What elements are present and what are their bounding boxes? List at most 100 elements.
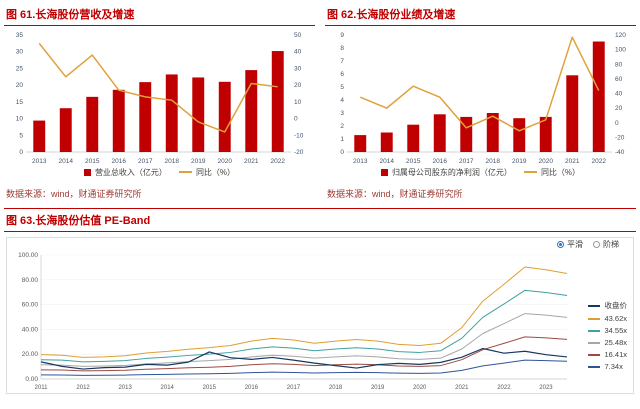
figure61-title: 图 61.长海股份营收及增速	[4, 3, 315, 26]
svg-text:2017: 2017	[287, 385, 301, 391]
svg-text:2014: 2014	[161, 385, 175, 391]
legend-item-net-profit: 归属母公司股东的净利润（亿元）	[380, 167, 512, 178]
legend-item-yoy: 同比（%）	[523, 167, 581, 178]
svg-text:25: 25	[16, 65, 24, 72]
svg-text:2019: 2019	[191, 158, 206, 165]
svg-text:2019: 2019	[512, 158, 527, 165]
svg-text:0.00: 0.00	[25, 376, 38, 383]
line-style-controls: 平滑 阶梯	[555, 239, 621, 250]
pe-band-chart-box: 平滑 阶梯 0.00 20.00 40.00 60.00 80.00 100.00 2011…	[6, 237, 634, 394]
svg-text:2011: 2011	[35, 385, 49, 391]
pe-legend-item: 25.48x	[588, 338, 627, 347]
svg-text:2015: 2015	[406, 158, 421, 165]
legend-line-swatch-icon	[588, 329, 601, 332]
legend-item-yoy: 同比（%）	[178, 167, 236, 178]
svg-text:2013: 2013	[353, 158, 368, 165]
svg-text:40: 40	[294, 49, 302, 56]
legend-line-swatch-icon	[588, 353, 601, 356]
svg-text:5: 5	[19, 132, 23, 139]
svg-text:60: 60	[615, 76, 623, 83]
pe-legend-label: 43.62x	[604, 314, 627, 323]
svg-text:2015: 2015	[203, 385, 217, 391]
svg-text:6: 6	[340, 71, 344, 78]
svg-text:2017: 2017	[138, 158, 153, 165]
svg-text:80.00: 80.00	[22, 277, 39, 284]
svg-text:3: 3	[340, 110, 344, 117]
figure61-panel: 图 61.长海股份营收及增速 0 5 10 15 20 25 30 35 -20 -10 0 10 20…	[4, 3, 315, 204]
svg-text:20: 20	[615, 105, 623, 112]
bar-swatch-icon	[83, 168, 91, 176]
svg-text:-20: -20	[615, 134, 625, 141]
svg-text:2013: 2013	[118, 385, 132, 391]
pe-legend-item: 收盘价	[588, 300, 627, 311]
svg-text:50: 50	[294, 32, 302, 39]
legend-label-yoy: 同比（%）	[540, 167, 581, 177]
svg-text:1: 1	[340, 136, 344, 143]
figure62-legend: 归属母公司股东的净利润（亿元） 同比（%）	[325, 166, 636, 178]
svg-text:20: 20	[294, 82, 302, 89]
svg-text:2: 2	[340, 123, 344, 130]
svg-text:30: 30	[294, 65, 302, 72]
svg-text:2013: 2013	[32, 158, 47, 165]
svg-text:-20: -20	[294, 149, 304, 156]
pe-legend-item: 16.41x	[588, 350, 627, 359]
pe-legend-label: 34.55x	[604, 326, 627, 335]
svg-text:40.00: 40.00	[22, 326, 39, 333]
legend-line-swatch-icon	[588, 317, 601, 320]
step-option[interactable]: 阶梯	[593, 239, 619, 250]
svg-text:80: 80	[615, 61, 623, 68]
svg-text:2019: 2019	[371, 385, 385, 391]
pe-legend-label: 25.48x	[604, 338, 627, 347]
svg-text:2014: 2014	[380, 158, 395, 165]
legend-line-swatch-icon	[588, 365, 601, 368]
figure63-title: 图 63.长海股份估值 PE-Band	[4, 208, 636, 232]
svg-text:2017: 2017	[459, 158, 474, 165]
svg-text:2020: 2020	[539, 158, 554, 165]
pe-legend-label: 收盘价	[604, 301, 627, 310]
svg-text:0: 0	[340, 149, 344, 156]
figure61-legend: 营业总收入（亿元） 同比（%）	[4, 166, 315, 178]
svg-text:20.00: 20.00	[22, 351, 39, 358]
svg-text:2020: 2020	[413, 385, 427, 391]
svg-text:2020: 2020	[218, 158, 233, 165]
pe-legend-label: 16.41x	[604, 350, 627, 359]
step-option-label: 阶梯	[603, 240, 619, 249]
svg-text:2014: 2014	[59, 158, 74, 165]
svg-text:5: 5	[340, 84, 344, 91]
radio-selected-icon	[557, 241, 564, 248]
svg-text:15: 15	[16, 99, 24, 106]
pe-legend-label: 7.34x	[604, 362, 623, 371]
svg-text:4: 4	[340, 97, 344, 104]
svg-text:2021: 2021	[455, 385, 469, 391]
figure62-title: 图 62.长海股份业绩及增速	[325, 3, 636, 26]
svg-text:35: 35	[16, 32, 24, 39]
svg-text:7: 7	[340, 58, 344, 65]
svg-text:2023: 2023	[539, 385, 553, 391]
svg-text:2012: 2012	[76, 385, 90, 391]
svg-text:40: 40	[615, 91, 623, 98]
bar-swatch-icon	[380, 168, 388, 176]
svg-text:30: 30	[16, 49, 24, 56]
svg-text:0: 0	[615, 120, 619, 127]
svg-text:2016: 2016	[112, 158, 127, 165]
svg-text:2016: 2016	[433, 158, 448, 165]
figure62-panel: 图 62.长海股份业绩及增速 0 1 2 3 4 5 6 7 8 9 -40 -20 0 20 40 60 80…	[325, 3, 636, 204]
figure62-profit-chart: 0 1 2 3 4 5 6 7 8 9 -40 -20 0 20 40 60 80 100 120 2013 2014 2…	[340, 32, 626, 165]
figure61-revenue-chart: 0 5 10 15 20 25 30 35 -20 -10 0 10 20 30 40 50 2013 2014 2…	[16, 32, 304, 165]
svg-text:10: 10	[294, 99, 302, 106]
svg-text:10: 10	[16, 116, 24, 123]
svg-text:100.00: 100.00	[18, 252, 38, 259]
pe-legend-item: 34.55x	[588, 326, 627, 335]
top-charts-row: 图 61.长海股份营收及增速 0 5 10 15 20 25 30 35 -20 -10 0 10 20…	[4, 3, 636, 204]
svg-text:100: 100	[615, 47, 626, 54]
legend-line-swatch-icon	[588, 304, 601, 307]
svg-text:2018: 2018	[165, 158, 180, 165]
legend-label-yoy: 同比（%）	[195, 167, 236, 177]
pe-legend-item: 7.34x	[588, 362, 627, 371]
svg-text:2022: 2022	[271, 158, 286, 165]
smooth-option[interactable]: 平滑	[557, 239, 583, 250]
legend-item-revenue: 营业总收入（亿元）	[83, 167, 167, 178]
line-swatch-icon	[523, 171, 537, 173]
line-swatch-icon	[178, 171, 192, 173]
